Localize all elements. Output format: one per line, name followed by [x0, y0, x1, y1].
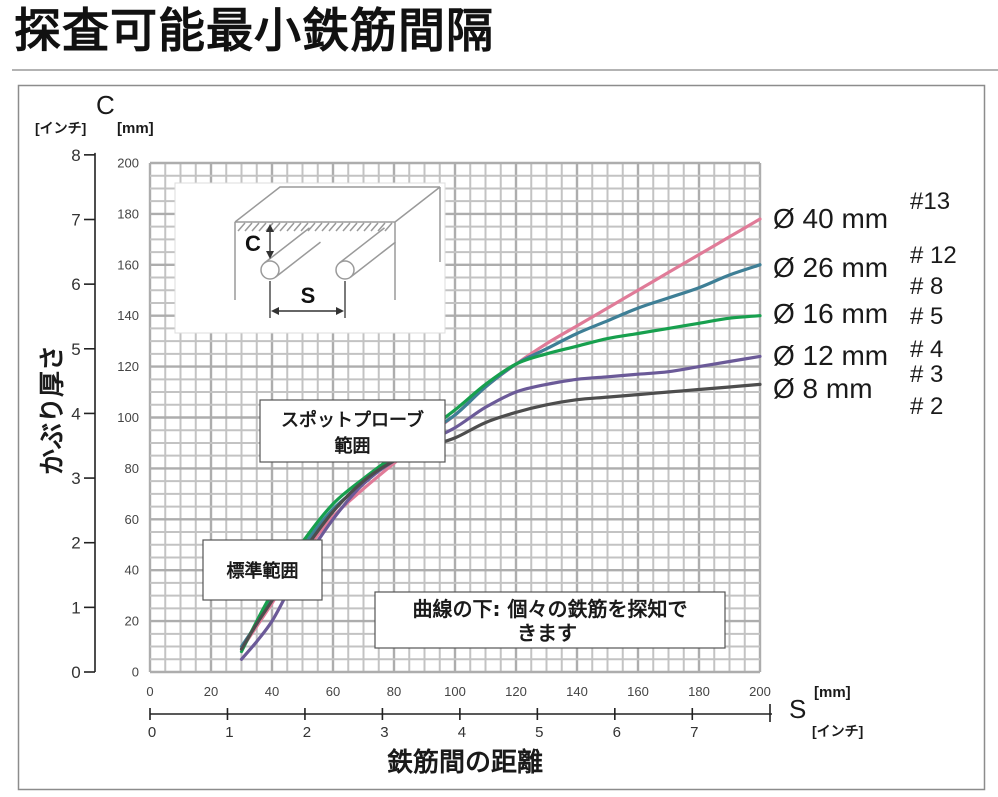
y-tick-label-inch: 3: [71, 469, 80, 488]
series-label-40-mm: Ø 40 mm: [773, 203, 888, 234]
x-tick-label-mm: 120: [505, 684, 527, 699]
y-tick-label-mm: 140: [117, 308, 139, 323]
page-title: 探査可能最小鉄筋間隔: [14, 4, 494, 59]
x-axis-title: 鉄筋間の距離: [387, 747, 543, 778]
x-tick-label-mm: 20: [204, 684, 218, 699]
x-unit-mm: [mm]: [814, 684, 851, 701]
x-tick-label-mm: 160: [627, 684, 649, 699]
inset-spacing-label: S: [301, 283, 316, 308]
inset-background: [174, 182, 446, 334]
below-curve-note-line-2: きます: [517, 621, 577, 645]
x-tick-label-mm: 60: [326, 684, 340, 699]
cover-dimension-arrow: [266, 224, 274, 259]
x-tick-label-inch: 2: [303, 724, 311, 741]
inset-diagram: C S: [174, 182, 446, 334]
rebar-body-left: [264, 227, 321, 278]
y-tick-label-mm: 20: [125, 614, 139, 629]
standard-range-label: 標準範囲: [227, 560, 299, 582]
x-tick-label-inch: 6: [613, 724, 621, 741]
y-tick-label-inch: 7: [71, 210, 80, 229]
series-label-16-mm: Ø 16 mm: [773, 298, 888, 329]
chart-frame: [17, 84, 986, 791]
x-unit-inch: [インチ]: [812, 723, 863, 739]
spacing-dimension-arrow: [269, 281, 346, 318]
x-tick-label-inch: 1: [225, 724, 233, 741]
y-tick-label-mm: 0: [132, 665, 139, 680]
y-tick-label-mm: 180: [117, 206, 139, 221]
rebar-section-left: [260, 260, 280, 280]
series-label-8-mm: Ø 8 mm: [773, 373, 873, 404]
y-tick-label-mm: 60: [125, 512, 139, 527]
y-tick-label-mm: 80: [125, 461, 139, 476]
bar-size-label: # 2: [910, 393, 943, 420]
x-tick-label-inch: 4: [458, 724, 466, 741]
series-label-12-mm: Ø 12 mm: [773, 340, 888, 371]
inset-cover-label: C: [245, 231, 261, 256]
x-tick-label-mm: 180: [688, 684, 710, 699]
x-tick-label-inch: 7: [690, 724, 698, 741]
y-unit-inch: [インチ]: [35, 120, 86, 136]
series-label-26-mm: Ø 26 mm: [773, 252, 888, 283]
bar-size-label: # 12: [910, 242, 957, 269]
x-tick-label-inch: 5: [535, 724, 543, 741]
y-tick-label-mm: 40: [125, 563, 139, 578]
y-axis-symbol: C: [96, 90, 115, 120]
spot-probe-range-line-1: スポットプローブ: [281, 409, 424, 431]
bar-size-label: # 4: [910, 336, 943, 363]
x-tick-label-mm: 0: [146, 684, 153, 699]
concrete-block-outline: [234, 186, 441, 300]
spot-probe-range-box: スポットプローブ 範囲: [259, 399, 446, 463]
below-curve-note-frame: [374, 591, 726, 649]
y-tick-label-mm: 200: [117, 156, 139, 171]
y-tick-label-mm: 100: [117, 410, 139, 425]
below-curve-note-line-1: 曲線の下: 個々の鉄筋を探知で: [413, 597, 688, 621]
x-tick-label-inch: 0: [148, 724, 156, 741]
rebar-section-right: [335, 260, 355, 280]
x-tick-label-inch: 3: [380, 724, 388, 741]
y-tick-label-mm: 160: [117, 257, 139, 272]
x-tick-label-mm: 80: [387, 684, 401, 699]
y-unit-mm: [mm]: [117, 120, 154, 137]
spot-probe-range-frame: [259, 399, 446, 463]
bar-size-label: # 5: [910, 303, 943, 330]
y-tick-label-inch: 0: [71, 663, 80, 682]
x-tick-label-mm: 140: [566, 684, 588, 699]
rebar-body-right: [339, 227, 396, 278]
standard-range-box: 標準範囲: [202, 539, 323, 601]
x-tick-label-mm: 40: [265, 684, 279, 699]
y-tick-label-inch: 1: [71, 598, 80, 617]
y-tick-label-inch: 6: [71, 275, 80, 294]
y-tick-label-inch: 4: [71, 404, 80, 423]
x-axis-symbol: S: [789, 694, 806, 724]
y-tick-label-inch: 8: [71, 146, 80, 165]
bar-size-label: #13: [910, 188, 950, 215]
y-tick-label-inch: 2: [71, 534, 80, 553]
below-curve-note-box: 曲線の下: 個々の鉄筋を探知で きます: [374, 591, 726, 649]
standard-range-frame: [202, 539, 323, 601]
y-axis-title: かぶり厚さ: [38, 345, 68, 475]
y-tick-label-inch: 5: [71, 340, 80, 359]
bar-size-label: # 8: [910, 273, 943, 300]
x-tick-label-mm: 200: [749, 684, 771, 699]
bar-size-label: # 3: [910, 361, 943, 388]
spot-probe-range-line-2: 範囲: [335, 435, 371, 457]
y-tick-label-mm: 120: [117, 359, 139, 374]
x-tick-label-mm: 100: [444, 684, 466, 699]
